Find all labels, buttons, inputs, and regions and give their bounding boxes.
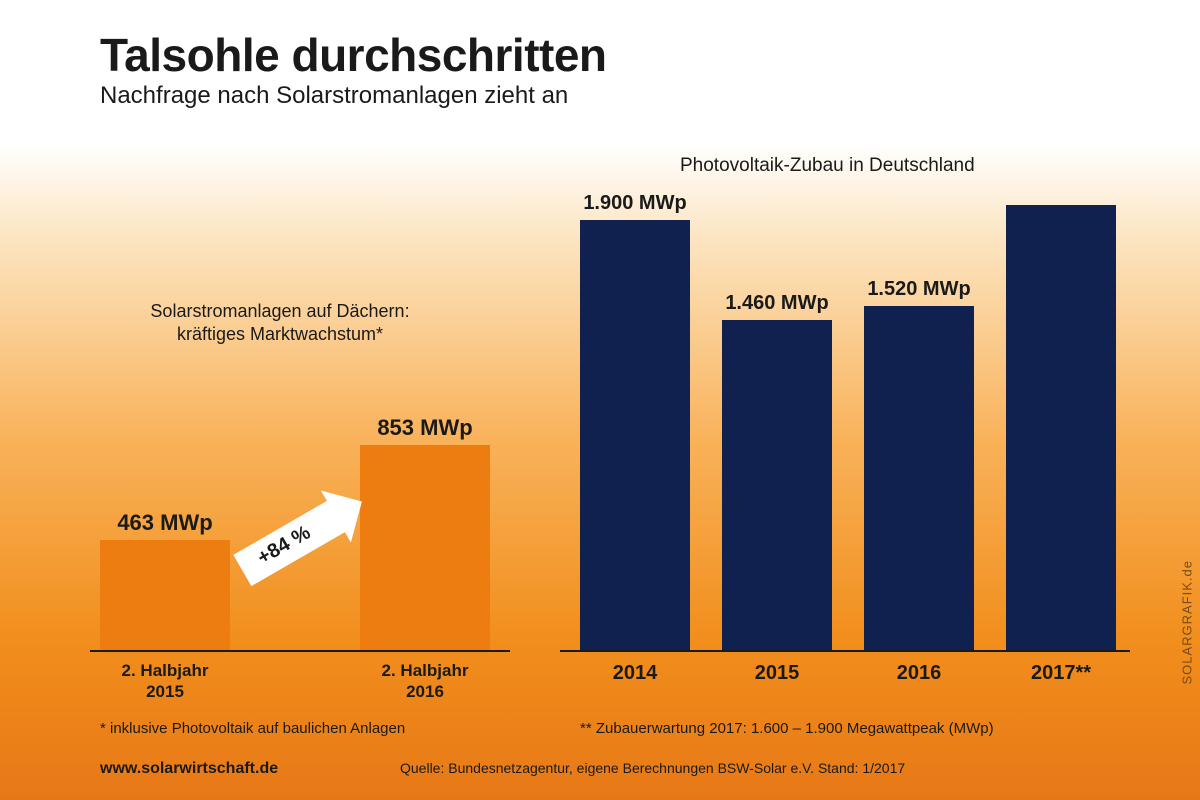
infographic-canvas: Talsohle durchschritten Nachfrage nach S… bbox=[0, 0, 1200, 800]
right-bar-1-fill bbox=[722, 320, 832, 650]
footnote-2: ** Zubauerwartung 2017: 1.600 – 1.900 Me… bbox=[580, 720, 994, 737]
right-chart-baseline bbox=[560, 650, 1130, 652]
footnote-1: * inklusive Photovoltaik auf baulichen A… bbox=[100, 720, 405, 737]
right-bar-1-label: 2015 bbox=[712, 662, 842, 685]
left-bar-0-fill bbox=[100, 540, 230, 650]
right-bar-0-value: 1.900 MWp bbox=[550, 192, 720, 215]
left-chart-caption: Solarstromanlagen auf Dächern: kräftiges… bbox=[110, 300, 450, 347]
right-bar-2-label: 2016 bbox=[854, 662, 984, 685]
side-credit: SOLARGRAFIK.de bbox=[1180, 560, 1195, 685]
left-bar-1-label: 2. Halbjahr 2016 bbox=[350, 660, 500, 703]
page-title: Talsohle durchschritten bbox=[100, 28, 607, 82]
right-chart-title: Photovoltaik-Zubau in Deutschland bbox=[680, 155, 975, 177]
arrow-label: +84 % bbox=[254, 521, 315, 570]
left-chart-baseline bbox=[90, 650, 510, 652]
left-bar-0-value: 463 MWp bbox=[85, 510, 245, 536]
website-link[interactable]: www.solarwirtschaft.de bbox=[100, 760, 278, 778]
right-bar-3-fill bbox=[1006, 205, 1116, 650]
left-bar-1-fill bbox=[360, 445, 490, 650]
source-text: Quelle: Bundesnetzagentur, eigene Berech… bbox=[400, 760, 905, 776]
right-bar-2-value: 1.520 MWp bbox=[834, 278, 1004, 301]
right-bar-0-label: 2014 bbox=[570, 662, 700, 685]
growth-arrow: +84 % bbox=[233, 500, 346, 586]
page-subtitle: Nachfrage nach Solarstromanlagen zieht a… bbox=[100, 82, 568, 110]
right-bar-3-label: 2017** bbox=[996, 662, 1126, 685]
right-bar-0-fill bbox=[580, 220, 690, 650]
left-bar-0-label: 2. Halbjahr 2015 bbox=[90, 660, 240, 703]
arrow-body: +84 % bbox=[233, 500, 346, 586]
left-bar-1-value: 853 MWp bbox=[345, 415, 505, 441]
right-bar-2-fill bbox=[864, 306, 974, 650]
